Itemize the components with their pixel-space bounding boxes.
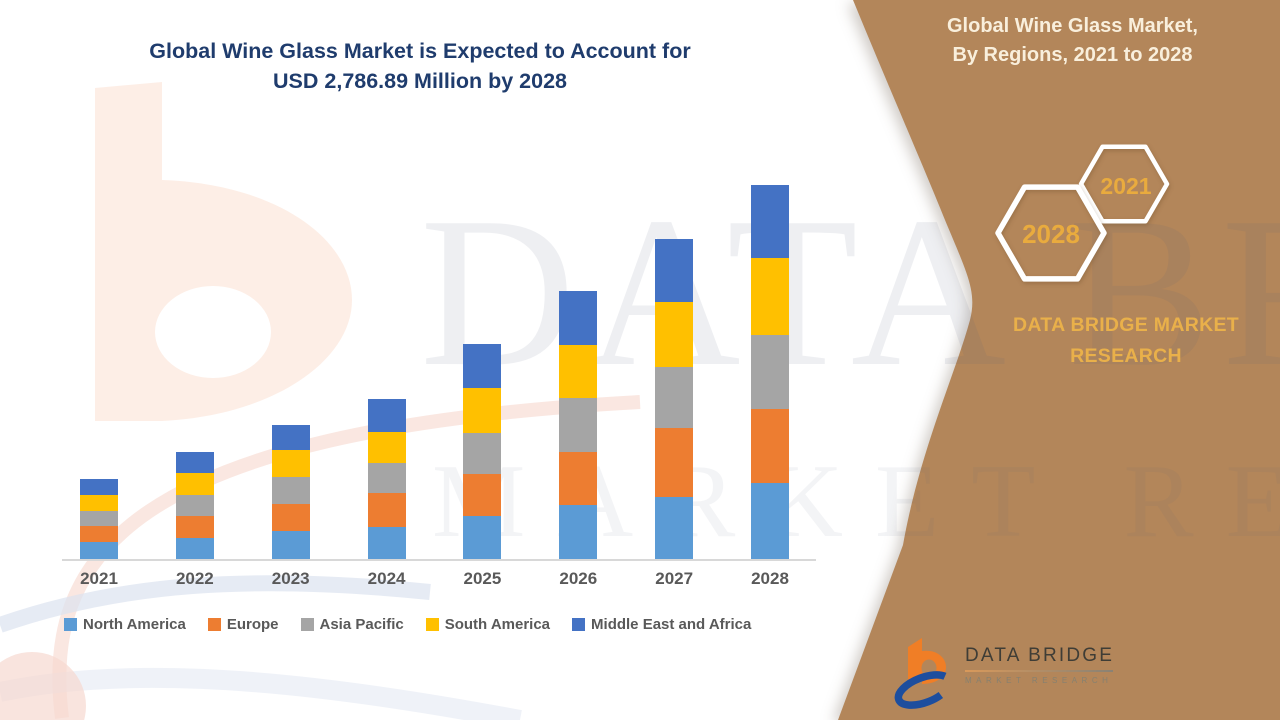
stacked-bar-2026 bbox=[559, 291, 598, 559]
x-axis-label-2024: 2024 bbox=[367, 569, 406, 588]
bar-segment-2027-europe bbox=[655, 427, 694, 497]
x-axis-label-2025: 2025 bbox=[463, 569, 502, 588]
bar-segment-2023-north-america bbox=[271, 531, 310, 559]
bar-segment-2022-north-america bbox=[175, 537, 214, 559]
legend-swatch-icon bbox=[425, 618, 439, 631]
logo-text-block: DATA BRIDGE MARKET RESEARCH bbox=[957, 634, 1114, 714]
bar-segment-2021-south-america bbox=[80, 494, 118, 511]
legend-item-europe: Europe bbox=[207, 616, 279, 633]
legend-item-south-america: South America bbox=[425, 616, 551, 633]
side-panel-title: Global Wine Glass Market, By Regions, 20… bbox=[885, 12, 1260, 70]
bar-segment-2023-middle-east-and-africa bbox=[271, 424, 310, 451]
panel-curve-shape bbox=[838, 0, 1280, 720]
plot-area: 2021 2022 2023 2024 2025 2026 2027 2028 bbox=[62, 140, 816, 588]
x-axis-label-2022: 2022 bbox=[175, 569, 214, 588]
bar-segment-2024-middle-east-and-africa bbox=[367, 399, 406, 433]
chart-title-line1: Global Wine Glass Market is Expected to … bbox=[149, 39, 691, 63]
legend-swatch-icon bbox=[64, 618, 77, 631]
x-axis-label-2026: 2026 bbox=[559, 569, 598, 588]
bar-segment-2022-middle-east-and-africa bbox=[175, 451, 214, 473]
bar-segment-2028-asia-pacific bbox=[751, 334, 790, 410]
bar-segment-2026-north-america bbox=[559, 505, 598, 559]
legend-item-north-america: North America bbox=[64, 616, 186, 633]
bar-segment-2028-south-america bbox=[751, 258, 790, 335]
legend-swatch-icon bbox=[300, 618, 314, 631]
side-panel-title-line1: Global Wine Glass Market, bbox=[946, 15, 1198, 37]
bar-segment-2024-europe bbox=[367, 493, 406, 527]
bar-segment-2027-middle-east-and-africa bbox=[655, 239, 694, 302]
chart-title: Global Wine Glass Market is Expected to … bbox=[60, 36, 780, 96]
chart-legend: North America Europe Asia Pacific South Ame… bbox=[64, 616, 751, 633]
stacked-bar-2024 bbox=[367, 399, 406, 559]
bar-segment-2026-middle-east-and-africa bbox=[559, 291, 598, 346]
stacked-bar-2021 bbox=[80, 478, 118, 559]
bar-segment-2027-south-america bbox=[655, 301, 694, 368]
hexagon-badges bbox=[995, 144, 1170, 282]
bar-segment-2024-asia-pacific bbox=[367, 463, 406, 493]
brand-text: DATA BRIDGE MARKET RESEARCH bbox=[988, 310, 1264, 372]
bar-segment-2022-asia-pacific bbox=[175, 494, 214, 516]
stacked-bar-2025 bbox=[463, 344, 502, 559]
bar-segment-2021-middle-east-and-africa bbox=[80, 478, 118, 495]
bar-segment-2021-north-america bbox=[80, 542, 118, 559]
bar-segment-2025-north-america bbox=[463, 516, 502, 559]
bar-segment-2027-north-america bbox=[655, 496, 694, 559]
legend-label: Middle East and Africa bbox=[591, 616, 752, 633]
bar-segment-2024-north-america bbox=[367, 527, 406, 559]
bar-segment-2021-europe bbox=[80, 525, 118, 543]
side-panel-title-line2: By Regions, 2021 to 2028 bbox=[952, 44, 1193, 66]
legend-label: North America bbox=[83, 616, 186, 633]
bar-segment-2025-south-america bbox=[463, 388, 502, 433]
logo-b-mark bbox=[893, 634, 957, 710]
bar-segment-2027-asia-pacific bbox=[655, 367, 694, 428]
stacked-bar-2023 bbox=[271, 424, 310, 559]
legend-swatch-icon bbox=[572, 618, 586, 631]
bar-segment-2023-asia-pacific bbox=[271, 476, 310, 504]
bar-segment-2022-south-america bbox=[175, 472, 214, 495]
x-axis-label-2023: 2023 bbox=[271, 569, 310, 588]
bar-segment-2028-middle-east-and-africa bbox=[751, 184, 790, 259]
stacked-bar-2022 bbox=[175, 451, 214, 559]
bar-segment-2021-asia-pacific bbox=[80, 510, 118, 526]
legend-label: South America bbox=[444, 616, 551, 633]
legend-item-asia-pacific: Asia Pacific bbox=[300, 616, 404, 633]
chart-title-line2: USD 2,786.89 Million by 2028 bbox=[273, 69, 567, 93]
legend-label: Asia Pacific bbox=[319, 616, 404, 633]
bar-segment-2028-north-america bbox=[751, 483, 790, 559]
stacked-bar-2027 bbox=[655, 239, 694, 559]
logo-subtitle: MARKET RESEARCH bbox=[965, 676, 1113, 685]
x-axis-label-2021: 2021 bbox=[80, 569, 118, 588]
hexagon-year-2021: 2021 bbox=[1100, 173, 1152, 199]
x-axis-label-2028: 2028 bbox=[751, 569, 789, 588]
bar-segment-2023-europe bbox=[271, 503, 310, 532]
bar-segment-2028-europe bbox=[751, 409, 790, 484]
watermark-logo-b bbox=[0, 82, 641, 720]
bar-segment-2025-europe bbox=[463, 473, 502, 517]
bar-segment-2023-south-america bbox=[271, 450, 310, 477]
bar-segment-2026-asia-pacific bbox=[559, 397, 598, 453]
bar-segment-2024-south-america bbox=[367, 432, 406, 464]
legend-swatch-icon bbox=[207, 618, 221, 631]
bar-segment-2026-south-america bbox=[559, 345, 598, 398]
stacked-bar-2028 bbox=[751, 184, 790, 559]
hexagon-2021-outline bbox=[1078, 144, 1170, 224]
bar-segment-2025-middle-east-and-africa bbox=[463, 344, 502, 389]
brand-text-line2: RESEARCH bbox=[1070, 345, 1182, 367]
logo-name: DATA BRIDGE bbox=[965, 645, 1115, 666]
legend-label: Europe bbox=[226, 616, 279, 633]
data-bridge-logo: DATA BRIDGE MARKET RESEARCH bbox=[893, 634, 1133, 714]
bar-segment-2026-europe bbox=[559, 452, 598, 505]
brand-text-line1: DATA BRIDGE MARKET bbox=[1012, 314, 1240, 336]
legend-item-middle-east-and-africa: Middle East and Africa bbox=[572, 616, 751, 633]
logo-b-icon bbox=[894, 638, 954, 709]
logo-underline bbox=[965, 670, 1113, 672]
bar-segment-2025-asia-pacific bbox=[463, 432, 502, 474]
hexagon-2028-outline bbox=[995, 184, 1107, 282]
bar-segment-2022-europe bbox=[175, 515, 214, 538]
x-axis-label-2027: 2027 bbox=[655, 569, 694, 588]
hexagon-year-2028: 2028 bbox=[1022, 219, 1080, 249]
